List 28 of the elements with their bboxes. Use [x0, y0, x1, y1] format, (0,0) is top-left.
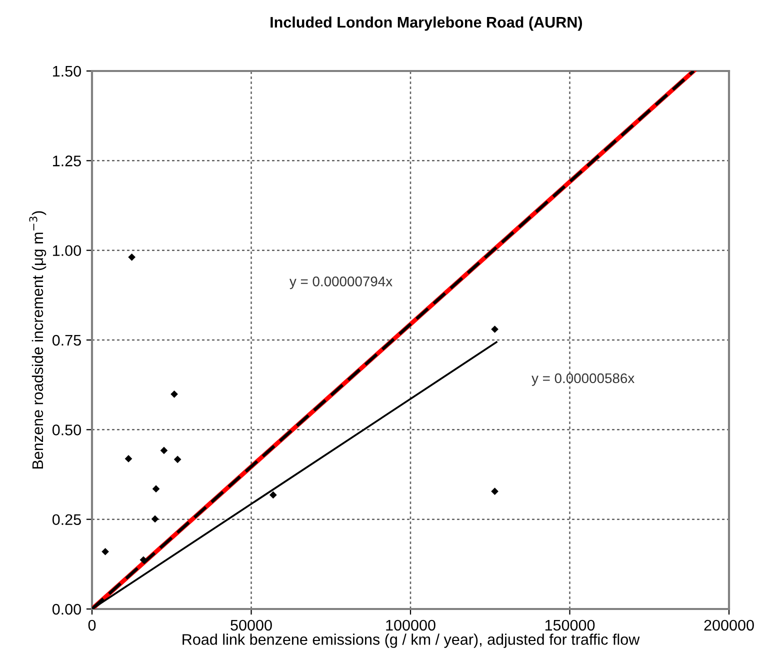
point — [491, 326, 498, 333]
annotation: y = 0.00000794x — [290, 276, 392, 290]
point — [152, 485, 160, 493]
point — [170, 390, 178, 398]
y-tick-label: 1.50 — [53, 66, 81, 77]
point — [151, 515, 159, 523]
point — [102, 548, 109, 556]
y-axis-title: Benzene roadside increment (μg m$^{−3}$) — [29, 211, 46, 469]
x-tick-label: 50000 — [230, 620, 272, 631]
chart-title: Included London Marylebone Road (AURN) — [270, 16, 582, 31]
x-tick-label: 150000 — [545, 620, 595, 631]
x-axis-title: Road link benzene emissions (g / km / year), adjusted for traffic flow — [182, 634, 640, 648]
y-tick-label: 1.25 — [53, 156, 81, 166]
y-tick-label: 0.50 — [52, 424, 81, 436]
point — [124, 455, 132, 462]
point — [174, 456, 182, 464]
point — [160, 446, 168, 454]
x-tick-label: 200000 — [704, 620, 754, 631]
y-tick-label: 1.00 — [53, 245, 81, 256]
y-tick-label: 0.00 — [52, 604, 81, 615]
y-tick-label: 0.25 — [52, 514, 81, 526]
point — [269, 491, 277, 499]
point — [128, 253, 136, 261]
x-tick-label: 0 — [88, 620, 96, 631]
x-tick-label: 100000 — [386, 620, 436, 631]
y-tick-label: 0.75 — [52, 334, 81, 346]
annotation: y = 0.00000586x — [532, 373, 634, 386]
point — [491, 488, 498, 496]
